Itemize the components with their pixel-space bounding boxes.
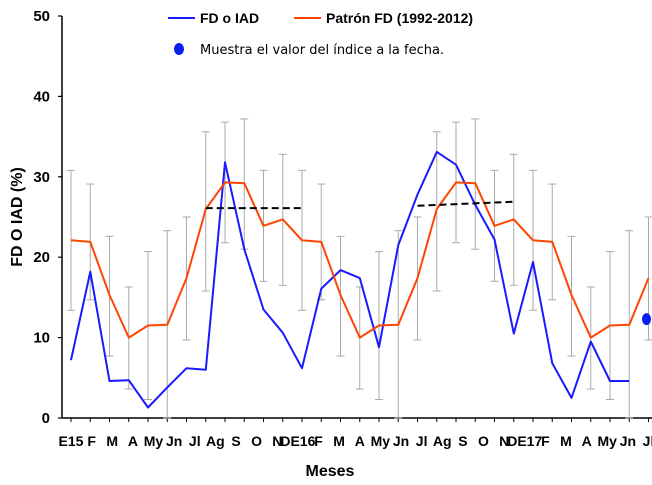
x-tick-label: DE17	[507, 433, 542, 449]
y-tick-label: 30	[33, 169, 50, 186]
x-tick-label: M	[560, 433, 572, 449]
y-tick-label: 40	[33, 88, 50, 105]
x-tick-label: N	[272, 433, 282, 449]
x-axis-title: Meses	[306, 463, 355, 480]
x-tick-label: DE16	[280, 433, 315, 449]
x-tick-label: A	[582, 433, 592, 449]
x-tick-label: A	[128, 433, 138, 449]
series-line-patron-fd	[70, 181, 650, 339]
x-tick-label: M	[333, 433, 345, 449]
x-tick-label: Ag	[433, 433, 452, 449]
x-tick-label: Jl	[643, 433, 652, 449]
legend-label-patron-fd: Patrón FD (1992-2012)	[326, 10, 473, 26]
y-tick-label: 0	[42, 410, 50, 427]
note-text: Muestra el valor del índice a la fecha.	[200, 43, 444, 58]
note-dot-icon	[174, 43, 184, 55]
y-tick-label: 10	[33, 330, 50, 347]
x-tick-label: O	[478, 433, 489, 449]
x-tick-label: A	[355, 433, 365, 449]
x-tick-label: M	[106, 433, 118, 449]
x-tick-label: N	[499, 433, 509, 449]
series-line-fd-iad	[70, 150, 630, 409]
x-tick-label: F	[314, 433, 323, 449]
x-tick-label: My	[144, 433, 164, 449]
x-tick-label: E15	[59, 433, 84, 449]
y-tick-label: 50	[33, 8, 50, 25]
x-tick-label: Ag	[206, 433, 225, 449]
x-tick-label: Jl	[189, 433, 201, 449]
x-tick-label: Jn	[620, 433, 636, 449]
y-tick-label: 20	[33, 249, 50, 266]
legend-label-fd-iad: FD o IAD	[200, 10, 259, 26]
x-tick-label: F	[87, 433, 96, 449]
x-tick-label: O	[251, 433, 262, 449]
x-tick-label: My	[371, 433, 391, 449]
x-tick-label: Jl	[416, 433, 428, 449]
x-tick-label: Jn	[393, 433, 409, 449]
x-tick-label: My	[598, 433, 618, 449]
x-tick-label: S	[458, 433, 467, 449]
trend-dashed-line	[417, 200, 514, 207]
current-value-point	[642, 313, 651, 326]
x-tick-label: S	[231, 433, 240, 449]
y-axis-title: FD O IAD (%)	[9, 167, 26, 267]
x-tick-label: Jn	[166, 433, 182, 449]
x-tick-label: F	[541, 433, 550, 449]
